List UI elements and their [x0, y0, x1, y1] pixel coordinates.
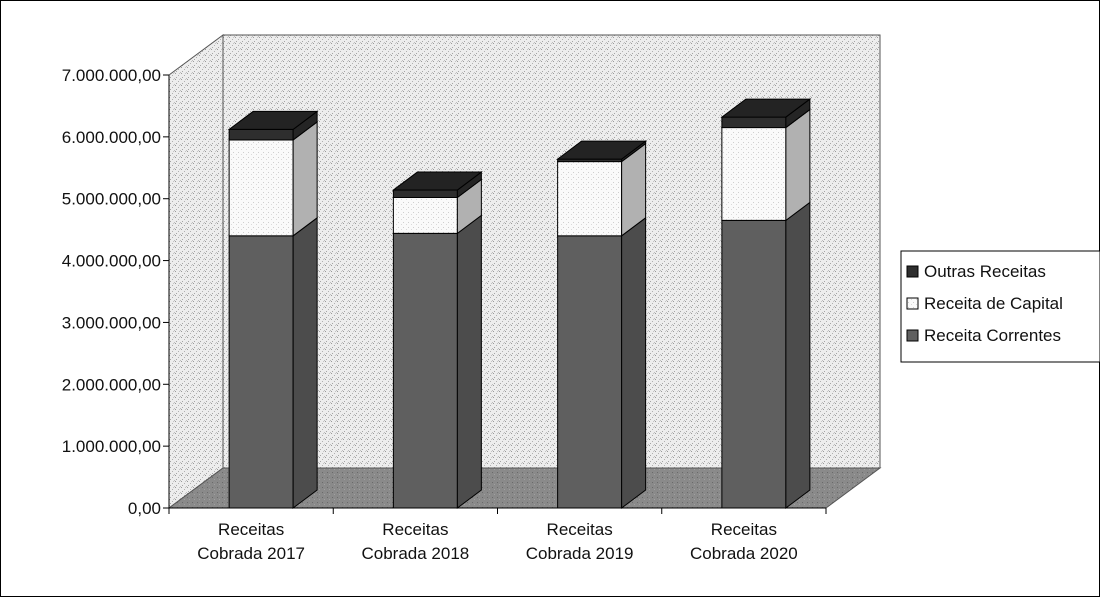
y-tick-label: 4.000.000,00 — [62, 252, 161, 271]
bar-receita-de-capital-2 — [392, 196, 458, 234]
legend-swatch-receita-de-capital — [906, 297, 919, 310]
bar-receita-correntes-4 — [721, 219, 787, 509]
bar-top-3 — [556, 140, 648, 160]
side-wall — [168, 34, 224, 509]
y-tick-label: 3.000.000,00 — [62, 313, 161, 332]
legend-label-receita-de-capital: Receita de Capital — [924, 294, 1063, 313]
y-tick-label: 7.000.000,00 — [62, 66, 161, 85]
legend-swatch-receita-correntes — [906, 329, 919, 342]
bar-outras-receitas-1 — [228, 128, 294, 141]
bar-outras-receitas-4 — [721, 116, 787, 129]
bar-receita-de-capital-4-side — [785, 108, 811, 222]
bar-receita-correntes-3-side — [621, 216, 647, 509]
y-tick-label: 2.000.000,00 — [62, 375, 161, 394]
x-category-label: Receitas — [382, 520, 448, 539]
y-tick-label: 1.000.000,00 — [62, 437, 161, 456]
bar-stack-2 — [391, 171, 483, 509]
bar-receita-de-capital-1-side — [292, 120, 318, 237]
x-category-label: Receitas — [711, 520, 777, 539]
bar-top-1 — [227, 110, 319, 130]
bar-stack-4 — [720, 98, 812, 509]
x-category-label: Receitas — [218, 520, 284, 539]
bar-top-4 — [720, 98, 812, 118]
bar-receita-de-capital-3 — [557, 161, 623, 237]
bar-receita-de-capital-1 — [228, 139, 294, 237]
y-tick-label: 5.000.000,00 — [62, 190, 161, 209]
bar-receita-correntes-1-side — [292, 216, 318, 509]
bar-top-2 — [391, 171, 483, 191]
y-tick-label: 6.000.000,00 — [62, 128, 161, 147]
bar-receita-correntes-1 — [228, 235, 294, 509]
legend-box — [900, 250, 1100, 363]
bar-receita-de-capital-4 — [721, 127, 787, 221]
bar-stack-3 — [556, 140, 648, 509]
legend-swatch-outras-receitas — [906, 265, 919, 278]
y-tick-label: 0,00 — [128, 499, 161, 518]
legend-label-receita-correntes: Receita Correntes — [924, 326, 1061, 345]
bar-receita-correntes-2 — [392, 232, 458, 509]
bar-receita-correntes-2-side — [456, 214, 482, 509]
bar-receita-correntes-3 — [557, 235, 623, 509]
x-category-label: Cobrada 2017 — [197, 544, 305, 563]
bar-receita-correntes-4-side — [785, 201, 811, 509]
x-category-label: Receitas — [547, 520, 613, 539]
x-category-label: Cobrada 2020 — [690, 544, 798, 563]
legend-label-outras-receitas: Outras Receitas — [924, 262, 1046, 281]
x-category-label: Cobrada 2019 — [526, 544, 634, 563]
bar-stack-1 — [227, 110, 319, 509]
bar-outras-receitas-2 — [392, 189, 458, 198]
x-category-label: Cobrada 2018 — [361, 544, 469, 563]
